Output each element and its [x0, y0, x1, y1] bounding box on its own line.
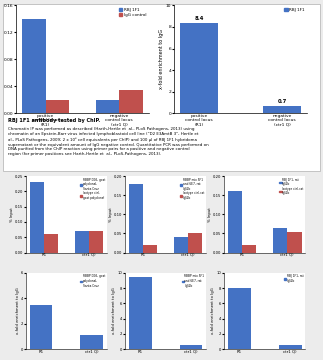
- Legend: RBBP mix 5F1
and 6E7, rat
IgG2b, Isotype ctrl, rat
IgG2b: RBBP mix 5F1 and 6E7, rat IgG2b, Isotype…: [180, 177, 205, 200]
- Y-axis label: x-fold enrichment to IgG: x-fold enrichment to IgG: [159, 29, 164, 90]
- Bar: [96, 100, 119, 113]
- Legend: RBBP D05, goat
polyclonal,
Santa Cruz: RBBP D05, goat polyclonal, Santa Cruz: [80, 274, 106, 288]
- Bar: [181, 23, 218, 113]
- Bar: [264, 106, 301, 113]
- Legend: RBJ 1F1: RBJ 1F1: [284, 8, 305, 12]
- Y-axis label: % Input: % Input: [10, 207, 14, 222]
- Bar: [228, 191, 242, 252]
- Bar: [44, 234, 58, 252]
- Text: 0.7: 0.7: [277, 99, 287, 104]
- Bar: [80, 335, 103, 349]
- Text: RBJ 1F1 antibody tested by ChIP.: RBJ 1F1 antibody tested by ChIP.: [8, 118, 100, 123]
- Y-axis label: % Input: % Input: [0, 50, 1, 69]
- Bar: [188, 233, 203, 252]
- Bar: [242, 245, 256, 252]
- Bar: [22, 19, 46, 113]
- Bar: [174, 237, 188, 252]
- Bar: [287, 231, 302, 252]
- Legend: RBJ 1F1, IgG control: RBJ 1F1, IgG control: [118, 8, 147, 17]
- Bar: [129, 276, 151, 349]
- Legend: RBJ 1F1, rat
IgG2b: RBJ 1F1, rat IgG2b: [284, 274, 304, 283]
- Bar: [29, 305, 52, 349]
- Bar: [279, 345, 302, 349]
- Legend: RBBP mix 5F1
and 6E7, rat
IgG2b: RBBP mix 5F1 and 6E7, rat IgG2b: [182, 274, 205, 288]
- Y-axis label: x-fold enrichment to IgG: x-fold enrichment to IgG: [16, 288, 20, 334]
- Bar: [119, 90, 142, 113]
- Bar: [273, 228, 287, 252]
- Y-axis label: % Input: % Input: [109, 207, 113, 222]
- Bar: [180, 345, 203, 349]
- Text: 8.4: 8.4: [194, 16, 204, 21]
- Bar: [228, 288, 251, 349]
- Bar: [75, 231, 89, 252]
- Y-axis label: % Input: % Input: [208, 207, 212, 222]
- Bar: [89, 231, 103, 252]
- Bar: [129, 184, 143, 252]
- Bar: [143, 245, 157, 252]
- Bar: [46, 100, 69, 113]
- Text: Chromatin IP was performed as described (Harth-Hertle et  al., PLoS Pathogens, 2: Chromatin IP was performed as described …: [8, 127, 209, 156]
- Legend: RBJ 1F1, rat
IgG2b, Isotype ctrl, rat
IgG2b: RBJ 1F1, rat IgG2b, Isotype ctrl, rat Ig…: [279, 177, 304, 195]
- Y-axis label: x-fold enrichment to IgG: x-fold enrichment to IgG: [112, 288, 116, 334]
- Bar: [29, 182, 44, 252]
- Legend: RBBP D05, goat
polyclonal,
Santa Cruz, Isotype ctrl,
goat polyclonal: RBBP D05, goat polyclonal, Santa Cruz, I…: [80, 177, 106, 200]
- Y-axis label: x-fold enrichment to IgG: x-fold enrichment to IgG: [212, 288, 215, 334]
